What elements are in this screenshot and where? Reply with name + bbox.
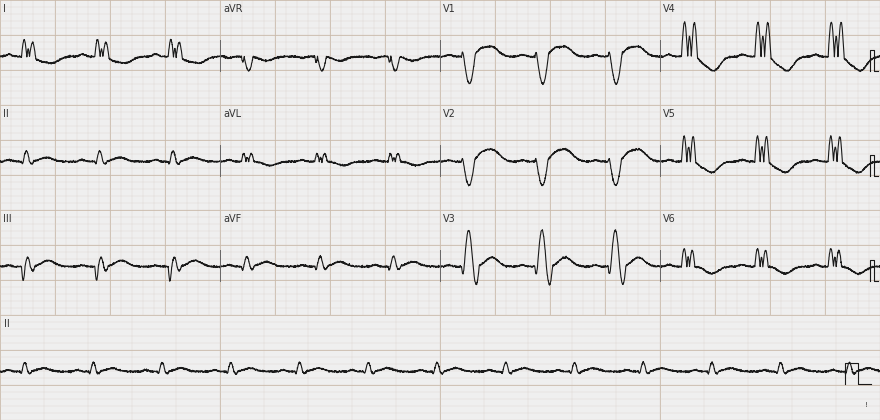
- Text: I: I: [4, 4, 6, 14]
- Text: V2: V2: [444, 109, 456, 119]
- Text: aVF: aVF: [224, 214, 241, 224]
- Text: !: !: [865, 402, 869, 408]
- Text: aVR: aVR: [224, 4, 243, 14]
- Text: V5: V5: [664, 109, 676, 119]
- Text: V1: V1: [444, 4, 456, 14]
- Text: V6: V6: [664, 214, 676, 224]
- Text: V3: V3: [444, 214, 456, 224]
- Text: II: II: [4, 109, 9, 119]
- Text: aVL: aVL: [224, 109, 241, 119]
- Text: III: III: [4, 214, 12, 224]
- Text: II: II: [4, 319, 10, 329]
- Text: V4: V4: [664, 4, 676, 14]
